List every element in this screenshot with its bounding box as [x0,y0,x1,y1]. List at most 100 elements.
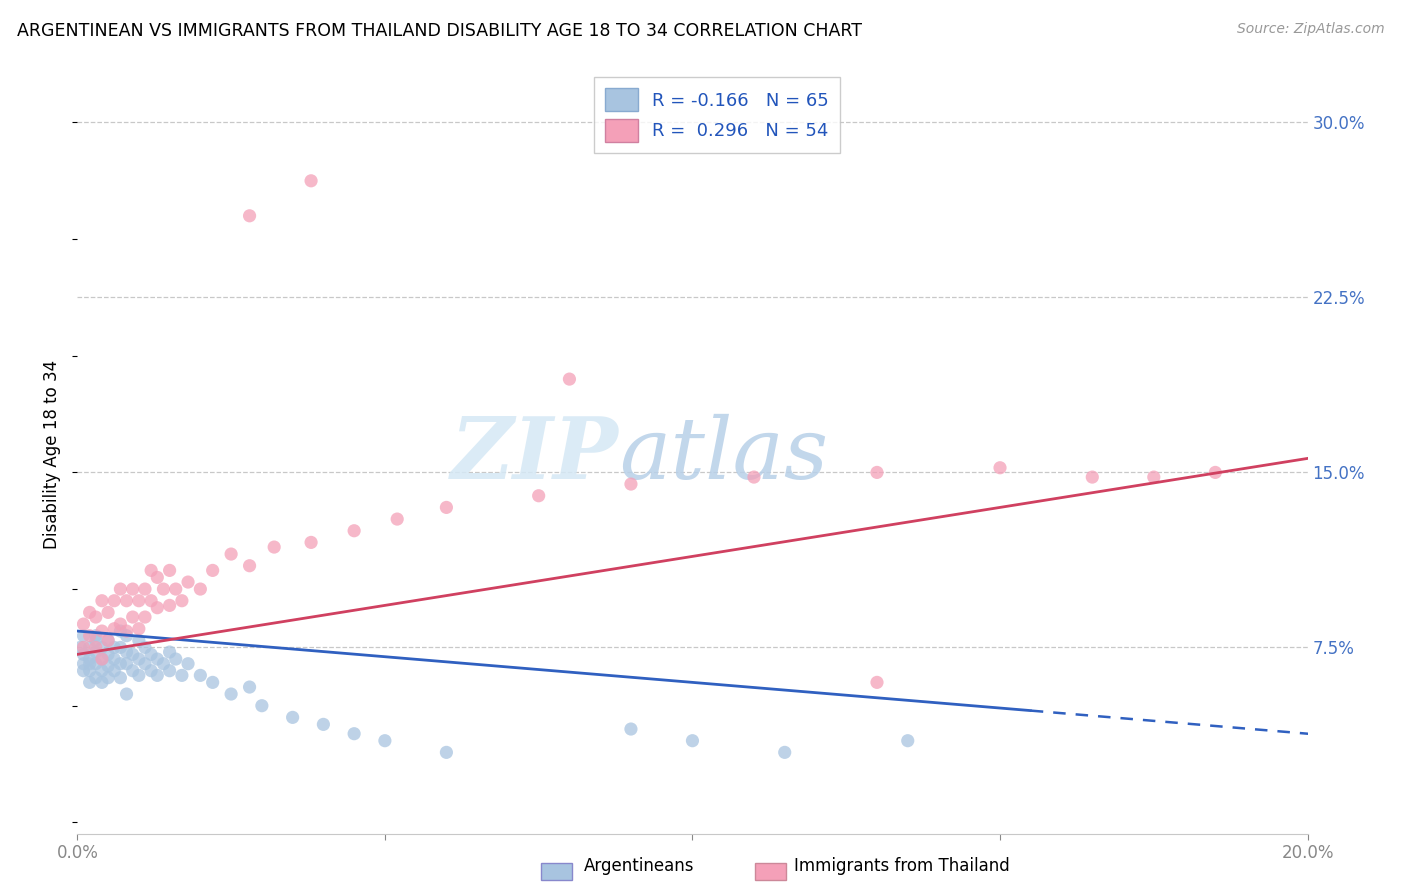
Immigrants from Thailand [742,470,765,484]
Argentineans [682,733,704,747]
Immigrants from Thailand [90,624,114,638]
Argentineans [146,668,169,682]
Argentineans [159,645,181,659]
Immigrants from Thailand [134,610,156,624]
Argentineans [159,664,181,678]
Immigrants from Thailand [103,593,125,607]
Immigrants from Thailand [299,174,322,188]
Immigrants from Thailand [121,582,143,596]
Immigrants from Thailand [159,563,181,577]
Argentineans [97,648,120,662]
Argentineans [134,640,156,655]
Argentineans [97,671,120,685]
Immigrants from Thailand [115,624,138,638]
Immigrants from Thailand [110,617,132,632]
Argentineans [281,710,304,724]
Argentineans [201,675,224,690]
Argentineans [239,680,262,694]
Argentineans [84,645,107,659]
Immigrants from Thailand [141,593,163,607]
Argentineans [103,640,125,655]
Immigrants from Thailand [90,593,114,607]
Argentineans [374,733,396,747]
Immigrants from Thailand [159,599,181,613]
Argentineans [110,671,132,685]
Argentineans [79,657,101,671]
Immigrants from Thailand [79,629,101,643]
Argentineans [312,717,335,731]
Argentineans [146,652,169,666]
Immigrants from Thailand [239,558,262,573]
Argentineans [79,664,101,678]
Argentineans [110,640,132,655]
Argentineans [84,629,107,643]
Argentineans [110,657,132,671]
Immigrants from Thailand [72,640,94,655]
Argentineans [97,659,120,673]
Argentineans [90,675,114,690]
Argentineans [79,675,101,690]
Immigrants from Thailand [866,466,889,480]
Immigrants from Thailand [84,610,107,624]
Argentineans [79,640,101,655]
Argentineans [103,664,125,678]
Immigrants from Thailand [188,582,212,596]
Immigrants from Thailand [343,524,366,538]
Immigrants from Thailand [299,535,322,549]
Argentineans [90,664,114,678]
Argentineans [115,645,138,659]
Argentineans [84,657,107,671]
Argentineans [128,652,150,666]
Argentineans [90,640,114,655]
Argentineans [343,727,366,741]
Argentineans [72,664,94,678]
Argentineans [121,648,143,662]
Argentineans [72,648,94,662]
Argentineans [141,648,163,662]
Argentineans [219,687,242,701]
Immigrants from Thailand [115,593,138,607]
Immigrants from Thailand [219,547,242,561]
Argentineans [128,633,150,648]
Immigrants from Thailand [72,617,94,632]
Immigrants from Thailand [620,477,643,491]
Immigrants from Thailand [866,675,889,690]
Text: Immigrants from Thailand: Immigrants from Thailand [794,856,1010,874]
Legend: R = -0.166   N = 65, R =  0.296   N = 54: R = -0.166 N = 65, R = 0.296 N = 54 [595,78,839,153]
Immigrants from Thailand [527,489,550,503]
Argentineans [134,657,156,671]
Immigrants from Thailand [146,600,169,615]
Argentineans [72,657,94,671]
Immigrants from Thailand [436,500,458,515]
Text: ZIP: ZIP [451,413,619,497]
Immigrants from Thailand [988,460,1011,475]
Argentineans [103,652,125,666]
Argentineans [84,633,107,648]
Argentineans [110,624,132,638]
Text: Argentineans: Argentineans [583,856,695,874]
Immigrants from Thailand [90,652,114,666]
Immigrants from Thailand [385,512,409,526]
Argentineans [188,668,212,682]
Immigrants from Thailand [165,582,187,596]
Immigrants from Thailand [1204,466,1226,480]
Immigrants from Thailand [141,563,163,577]
Immigrants from Thailand [128,622,150,636]
Argentineans [773,745,796,759]
Argentineans [97,633,120,648]
Argentineans [115,657,138,671]
Argentineans [141,664,163,678]
Immigrants from Thailand [1081,470,1104,484]
Immigrants from Thailand [128,593,150,607]
Argentineans [177,657,200,671]
Immigrants from Thailand [103,622,125,636]
Argentineans [436,745,458,759]
Immigrants from Thailand [263,540,285,554]
Argentineans [128,668,150,682]
Immigrants from Thailand [1143,470,1166,484]
Argentineans [620,722,643,736]
Immigrants from Thailand [239,209,262,223]
Argentineans [115,629,138,643]
Argentineans [79,652,101,666]
Immigrants from Thailand [146,570,169,584]
